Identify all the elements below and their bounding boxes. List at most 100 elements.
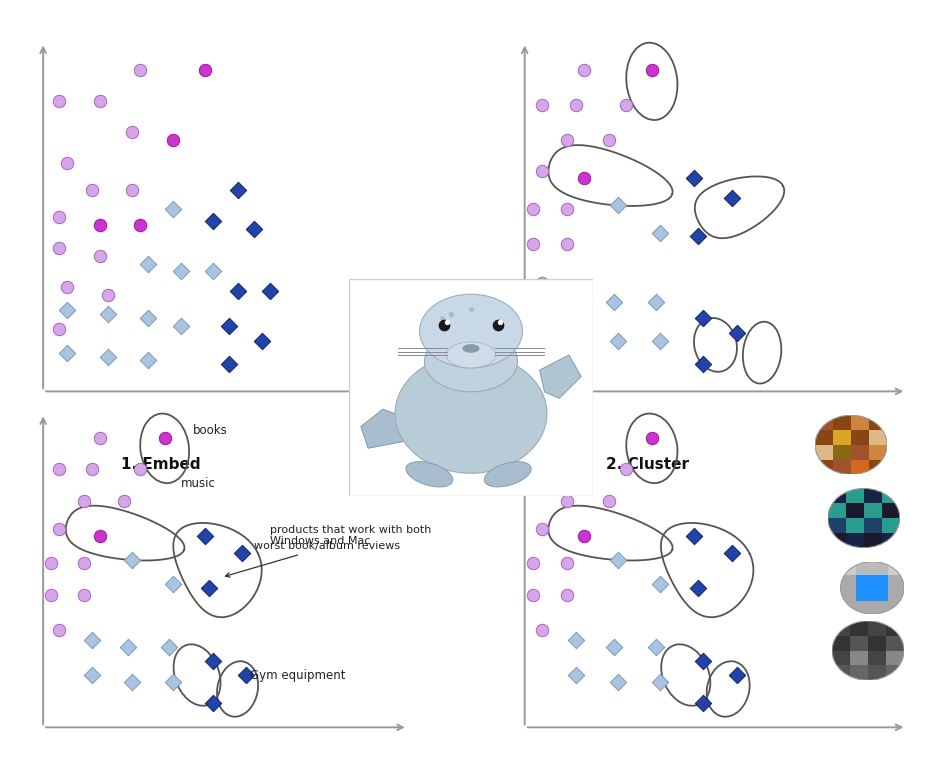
Point xyxy=(202,581,217,594)
Bar xyxy=(872,562,888,575)
Point xyxy=(644,432,659,444)
Point xyxy=(52,211,67,223)
Bar xyxy=(856,575,872,588)
Point xyxy=(729,669,744,681)
Point xyxy=(60,346,75,359)
Point xyxy=(92,219,107,231)
Point xyxy=(690,230,706,243)
Bar xyxy=(846,503,864,518)
Bar xyxy=(882,488,900,503)
Bar xyxy=(846,488,864,503)
Bar xyxy=(852,445,869,460)
Ellipse shape xyxy=(484,462,531,487)
Point xyxy=(60,281,75,293)
Point xyxy=(117,494,132,507)
Point xyxy=(76,557,91,570)
Point xyxy=(436,319,451,331)
Bar xyxy=(832,621,850,636)
Point xyxy=(198,529,213,542)
Bar xyxy=(886,621,904,636)
Point xyxy=(560,133,575,146)
Point xyxy=(238,669,253,681)
Point xyxy=(534,522,549,535)
Text: Gym equipment: Gym equipment xyxy=(250,669,345,681)
Point xyxy=(725,191,740,204)
Point xyxy=(526,557,541,570)
Point xyxy=(121,641,136,653)
Point xyxy=(76,589,91,601)
Bar xyxy=(869,666,886,680)
Point xyxy=(92,250,107,262)
Point xyxy=(165,578,180,591)
Point xyxy=(695,697,710,709)
Point xyxy=(60,304,75,316)
Point xyxy=(577,529,592,542)
Bar xyxy=(869,415,887,430)
Bar xyxy=(833,460,852,474)
Point xyxy=(610,676,625,688)
Bar xyxy=(888,575,904,588)
Point xyxy=(205,697,220,709)
Text: worst book/album reviews: worst book/album reviews xyxy=(225,542,400,577)
Point xyxy=(619,463,634,475)
Bar xyxy=(886,636,904,651)
Point xyxy=(568,669,583,681)
Point xyxy=(124,126,139,138)
Point xyxy=(141,312,156,324)
Point xyxy=(101,288,116,301)
Point xyxy=(602,494,617,507)
Point xyxy=(133,64,148,76)
Point xyxy=(60,157,75,169)
Point xyxy=(690,581,706,594)
Bar xyxy=(852,430,869,445)
Bar xyxy=(886,666,904,680)
Bar xyxy=(864,518,882,533)
Point xyxy=(124,676,139,688)
Bar xyxy=(869,621,886,636)
Point xyxy=(577,432,592,444)
Bar xyxy=(882,503,900,518)
Point xyxy=(84,634,99,646)
Text: 2. Cluster: 2. Cluster xyxy=(606,457,690,472)
Point xyxy=(173,265,188,277)
Point xyxy=(246,222,261,235)
Bar xyxy=(828,488,846,503)
Bar xyxy=(869,636,886,651)
Point xyxy=(141,257,156,270)
Point xyxy=(695,312,710,324)
Point xyxy=(52,242,67,254)
Bar xyxy=(869,460,887,474)
Bar xyxy=(840,562,856,575)
Bar xyxy=(852,460,869,474)
Point xyxy=(568,98,583,111)
Point xyxy=(610,553,625,566)
Point xyxy=(687,529,702,542)
Point xyxy=(434,312,449,324)
Point xyxy=(263,284,278,297)
Point xyxy=(610,335,625,347)
Point xyxy=(165,676,180,688)
Bar xyxy=(869,430,887,445)
Bar xyxy=(833,415,852,430)
Point xyxy=(729,327,744,339)
Text: books: books xyxy=(193,425,228,437)
Bar xyxy=(846,533,864,548)
Bar xyxy=(888,601,904,614)
Point xyxy=(526,203,541,215)
Bar xyxy=(886,651,904,666)
Point xyxy=(560,238,575,250)
Bar xyxy=(850,621,869,636)
Point xyxy=(92,529,107,542)
Point xyxy=(695,358,710,370)
Point xyxy=(577,172,592,184)
Point xyxy=(84,669,99,681)
Point xyxy=(568,463,583,475)
Bar xyxy=(840,575,856,588)
Point xyxy=(607,641,622,653)
Point xyxy=(534,463,549,475)
Point xyxy=(43,589,58,601)
Bar xyxy=(828,518,846,533)
Bar xyxy=(869,445,887,460)
Point xyxy=(619,98,634,111)
Bar xyxy=(872,575,888,588)
